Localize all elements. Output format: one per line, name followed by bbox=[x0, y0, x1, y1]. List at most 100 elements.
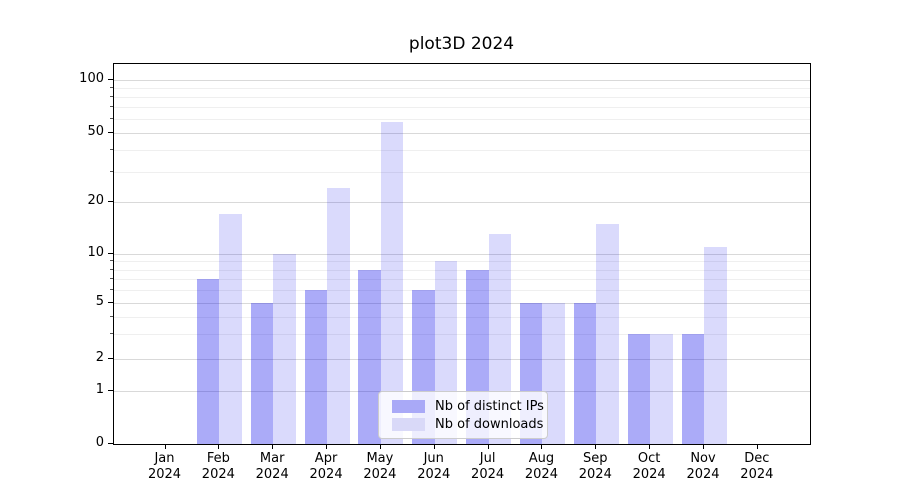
gridline-minor-9 bbox=[114, 261, 810, 263]
y-tick-label-0: 0 bbox=[95, 435, 104, 450]
y-minor-tick-60 bbox=[110, 118, 113, 120]
gridline-minor-60 bbox=[114, 119, 810, 121]
chart-title: plot3D 2024 bbox=[408, 34, 515, 54]
x-tick-label-feb: Feb 2024 bbox=[186, 451, 250, 483]
gridline-minor-30 bbox=[114, 171, 810, 173]
bar-downloads-aug bbox=[542, 303, 565, 444]
gridline-major-10 bbox=[114, 253, 810, 255]
x-label-month: Oct bbox=[637, 451, 661, 466]
bar-distinct-ips-sep bbox=[573, 303, 597, 444]
gridline-minor-3 bbox=[114, 334, 810, 336]
bar-downloads-sep bbox=[596, 223, 619, 444]
bar-distinct-ips-mar bbox=[250, 303, 274, 444]
y-minor-tick-4 bbox=[110, 315, 113, 317]
y-tick-label-10: 10 bbox=[87, 244, 104, 260]
gridline-minor-6 bbox=[114, 290, 810, 292]
x-label-year: 2024 bbox=[255, 467, 289, 482]
gridline-minor-4 bbox=[114, 316, 810, 318]
gridline-minor-90 bbox=[114, 87, 810, 89]
bar-downloads-feb bbox=[219, 214, 242, 444]
legend-swatch-nb-of-distinct-ips bbox=[392, 399, 425, 413]
y-tick-2 bbox=[108, 357, 113, 359]
x-label-year: 2024 bbox=[309, 467, 343, 482]
gridline-minor-70 bbox=[114, 107, 810, 109]
y-tick-label-2: 2 bbox=[95, 349, 104, 365]
x-tick-label-apr: Apr 2024 bbox=[294, 451, 358, 483]
bar-downloads-nov bbox=[704, 246, 727, 444]
x-tick-label-mar: Mar 2024 bbox=[240, 451, 304, 483]
gridline-major-5 bbox=[114, 303, 810, 305]
y-tick-1 bbox=[108, 390, 113, 391]
x-label-month: Jul bbox=[479, 451, 496, 466]
y-minor-tick-30 bbox=[110, 170, 113, 172]
x-tick-may bbox=[379, 445, 381, 449]
gridline-minor-40 bbox=[114, 150, 810, 151]
x-tick-label-jan: Jan 2024 bbox=[133, 451, 197, 483]
x-label-year: 2024 bbox=[632, 467, 666, 482]
x-tick-label-jul: Jul 2024 bbox=[456, 451, 520, 483]
x-label-year: 2024 bbox=[471, 467, 505, 482]
x-label-year: 2024 bbox=[147, 467, 182, 482]
y-minor-tick-8 bbox=[110, 268, 113, 270]
x-tick-label-jun: Jun 2024 bbox=[402, 451, 466, 483]
y-minor-tick-3 bbox=[110, 333, 113, 335]
x-tick-aug bbox=[541, 445, 543, 449]
gridline-major-50 bbox=[114, 133, 810, 135]
x-label-month: Dec bbox=[744, 451, 770, 466]
y-tick-10 bbox=[108, 252, 113, 254]
y-tick-100 bbox=[108, 78, 113, 80]
y-minor-tick-80 bbox=[110, 95, 113, 97]
x-label-month: Jan bbox=[154, 451, 175, 466]
bar-downloads-oct bbox=[650, 334, 673, 444]
x-label-month: Aug bbox=[528, 451, 555, 466]
y-tick-50 bbox=[108, 132, 113, 134]
y-minor-tick-9 bbox=[110, 260, 113, 262]
x-tick-label-aug: Aug 2024 bbox=[509, 451, 573, 483]
legend-label: Nb of downloads bbox=[435, 416, 544, 432]
x-label-month: Nov bbox=[690, 451, 716, 466]
y-minor-tick-70 bbox=[110, 106, 113, 108]
gridline-major-2 bbox=[114, 358, 810, 360]
x-tick-feb bbox=[218, 445, 220, 449]
y-minor-tick-40 bbox=[110, 149, 113, 150]
x-tick-dec bbox=[756, 445, 758, 449]
bar-distinct-ips-apr bbox=[304, 290, 328, 444]
gridline-major-20 bbox=[114, 202, 810, 204]
y-minor-tick-7 bbox=[110, 278, 113, 280]
bar-distinct-ips-feb bbox=[196, 279, 220, 444]
legend-label: Nb of distinct IPs bbox=[435, 398, 544, 414]
x-tick-jun bbox=[433, 445, 435, 449]
y-tick-0 bbox=[108, 443, 113, 444]
y-tick-label-50: 50 bbox=[87, 124, 104, 140]
x-label-year: 2024 bbox=[201, 467, 235, 482]
x-tick-label-oct: Oct 2024 bbox=[617, 451, 681, 483]
y-tick-5 bbox=[108, 302, 113, 304]
x-label-month: Jun bbox=[423, 451, 444, 466]
bar-downloads-apr bbox=[327, 188, 350, 444]
gridline-minor-8 bbox=[114, 269, 810, 271]
x-tick-mar bbox=[272, 445, 274, 449]
bar-downloads-mar bbox=[273, 253, 296, 444]
x-label-year: 2024 bbox=[686, 467, 720, 482]
y-tick-label-100: 100 bbox=[79, 70, 104, 86]
y-tick-label-1: 1 bbox=[95, 382, 104, 397]
x-tick-jul bbox=[487, 445, 489, 449]
x-tick-oct bbox=[649, 445, 651, 449]
x-label-month: Sep bbox=[583, 451, 608, 466]
x-tick-sep bbox=[595, 445, 597, 449]
x-tick-apr bbox=[326, 445, 328, 449]
x-tick-nov bbox=[703, 445, 704, 449]
y-tick-label-5: 5 bbox=[95, 294, 104, 310]
x-tick-label-may: May 2024 bbox=[348, 451, 412, 483]
x-label-year: 2024 bbox=[740, 467, 774, 482]
x-label-year: 2024 bbox=[524, 467, 558, 482]
x-tick-jan bbox=[164, 445, 166, 449]
x-label-year: 2024 bbox=[363, 467, 397, 482]
gridline-major-100 bbox=[114, 79, 810, 81]
x-label-month: Apr bbox=[314, 451, 338, 466]
y-minor-tick-6 bbox=[110, 289, 113, 291]
x-label-month: May bbox=[366, 451, 394, 466]
bar-distinct-ips-oct bbox=[627, 334, 651, 444]
legend-row-nb-of-distinct-ips: Nb of distinct IPs bbox=[379, 397, 547, 415]
